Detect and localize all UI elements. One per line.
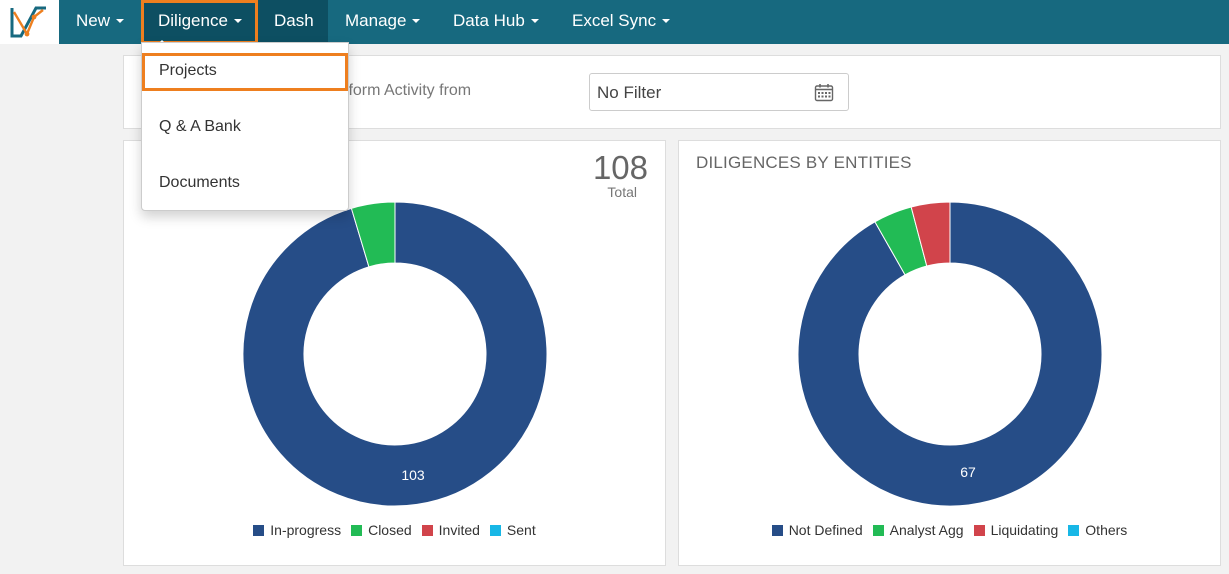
menu-item-qa-bank[interactable]: Q & A Bank <box>159 118 241 135</box>
legend-label: In-progress <box>270 522 342 538</box>
legend-label: Not Defined <box>788 522 863 538</box>
nav-data-hub[interactable]: Data Hub <box>453 0 539 44</box>
menu-item-projects[interactable]: Projects <box>142 53 348 91</box>
menu-item-documents[interactable]: Documents <box>159 174 240 191</box>
legend-swatch <box>253 525 265 536</box>
nav-diligence[interactable]: Diligence <box>141 0 258 44</box>
legend-label: Liquidating <box>990 522 1059 538</box>
legend-swatch <box>771 525 783 536</box>
legend-swatch <box>872 525 884 536</box>
legend-swatch <box>973 525 985 536</box>
donut-value-label: 67 <box>960 464 976 480</box>
legend-label: Invited <box>438 522 480 538</box>
legend-swatch <box>351 525 363 536</box>
entities-legend: Not Defined Analyst Agg Liquidating Others <box>679 522 1220 540</box>
date-filter-input[interactable]: No Filter <box>589 73 849 111</box>
caret-down-icon <box>116 18 125 23</box>
nav-excel-sync-label: Excel Sync <box>572 11 657 30</box>
nav-new[interactable]: New <box>76 0 125 44</box>
date-filter-value: No Filter <box>597 83 662 102</box>
caret-down-icon <box>233 18 242 23</box>
entities-chart-title: DILIGENCES BY ENTITIES <box>696 153 912 172</box>
donut-slice-in-progress[interactable] <box>242 201 548 507</box>
legend-label: Analyst Agg <box>889 522 964 538</box>
status-chart-panel: 108 Total 103 In-progress Closed Invited Se… <box>123 140 666 566</box>
legend-label: Closed <box>368 522 412 538</box>
caret-down-icon <box>412 18 421 23</box>
legend-item[interactable]: Others <box>1068 522 1127 538</box>
legend-item[interactable]: Invited <box>421 522 480 538</box>
donut-slice-liquidating[interactable] <box>910 201 951 267</box>
nav-diligence-label: Diligence <box>158 11 228 30</box>
caret-down-icon <box>662 18 671 23</box>
legend-item[interactable]: Sent <box>489 522 536 538</box>
donut-value-label: 103 <box>401 467 425 483</box>
nav-new-label: New <box>76 11 111 30</box>
nav-manage-label: Manage <box>345 11 407 30</box>
legend-label: Others <box>1085 522 1128 538</box>
legend-item[interactable]: Analyst Agg <box>872 522 964 538</box>
legend-item[interactable]: In-progress <box>253 522 341 538</box>
legend-swatch <box>421 525 433 536</box>
nav-manage[interactable]: Manage <box>345 0 421 44</box>
total-label: Total <box>607 184 637 200</box>
top-navbar: New Diligence Dash Manage Data Hub Excel… <box>0 0 1229 44</box>
caret-down-icon <box>530 18 539 23</box>
legend-item[interactable]: Liquidating <box>973 522 1059 538</box>
nav-excel-sync[interactable]: Excel Sync <box>572 0 671 44</box>
filter-label: tform Activity from <box>344 82 472 99</box>
donut-slice-not-defined[interactable] <box>797 201 1103 507</box>
nav-dash[interactable]: Dash <box>258 0 328 44</box>
legend-swatch <box>1068 525 1080 536</box>
calendar-icon[interactable] <box>814 83 834 102</box>
legend-swatch <box>489 525 501 536</box>
legend-item[interactable]: Closed <box>351 522 412 538</box>
nav-dash-label: Dash <box>274 11 314 30</box>
legend-item[interactable]: Not Defined <box>771 522 863 538</box>
entities-chart-panel: DILIGENCES BY ENTITIES 67 Not Defined Ana… <box>678 140 1221 566</box>
diligence-dropdown-menu: Projects Q & A Bank Documents <box>141 42 349 211</box>
legend-label: Sent <box>506 522 536 538</box>
nav-data-hub-label: Data Hub <box>453 11 525 30</box>
logo[interactable] <box>0 0 59 44</box>
entities-donut-chart: 67 <box>797 201 1103 507</box>
donut-slice-closed[interactable] <box>350 201 396 268</box>
total-count: 108 <box>592 149 648 186</box>
status-legend: In-progress Closed Invited Sent <box>124 522 665 540</box>
app-logo-icon <box>10 6 46 38</box>
status-donut-chart: 103 <box>242 201 548 507</box>
